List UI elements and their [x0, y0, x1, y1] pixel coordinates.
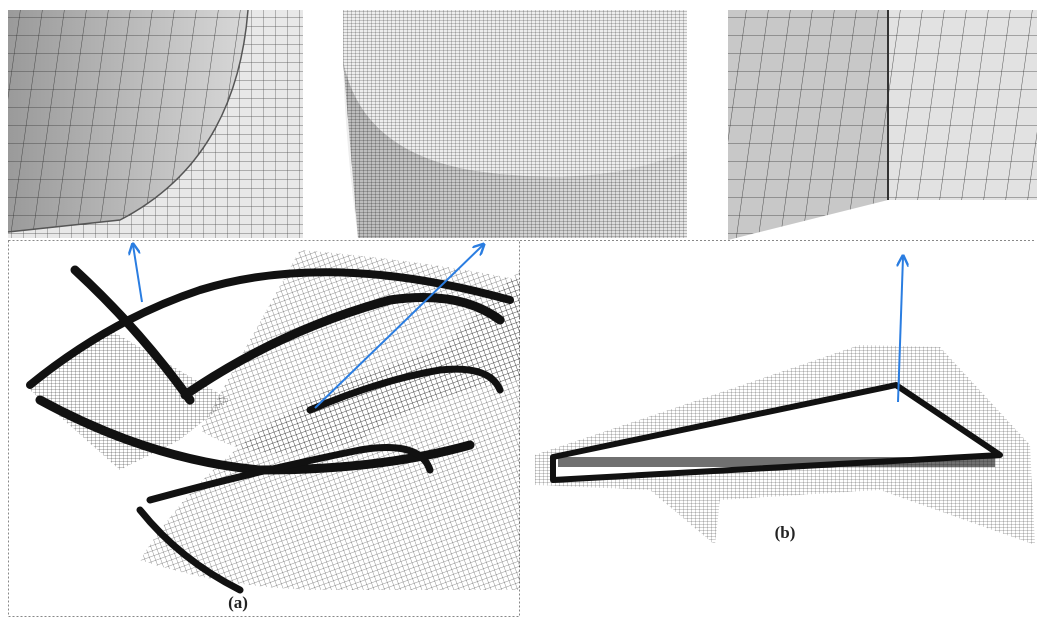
zoom-panel-2 — [343, 10, 687, 238]
zoom-panel-1 — [7, 9, 303, 238]
wing-mesh — [535, 345, 1035, 545]
label-b: (b) — [775, 523, 796, 542]
frame — [8, 240, 1036, 617]
zoom-panel-3 — [728, 10, 1037, 240]
impeller-mesh — [26, 250, 520, 594]
arrows — [133, 245, 903, 409]
label-a: (a) — [228, 593, 248, 612]
